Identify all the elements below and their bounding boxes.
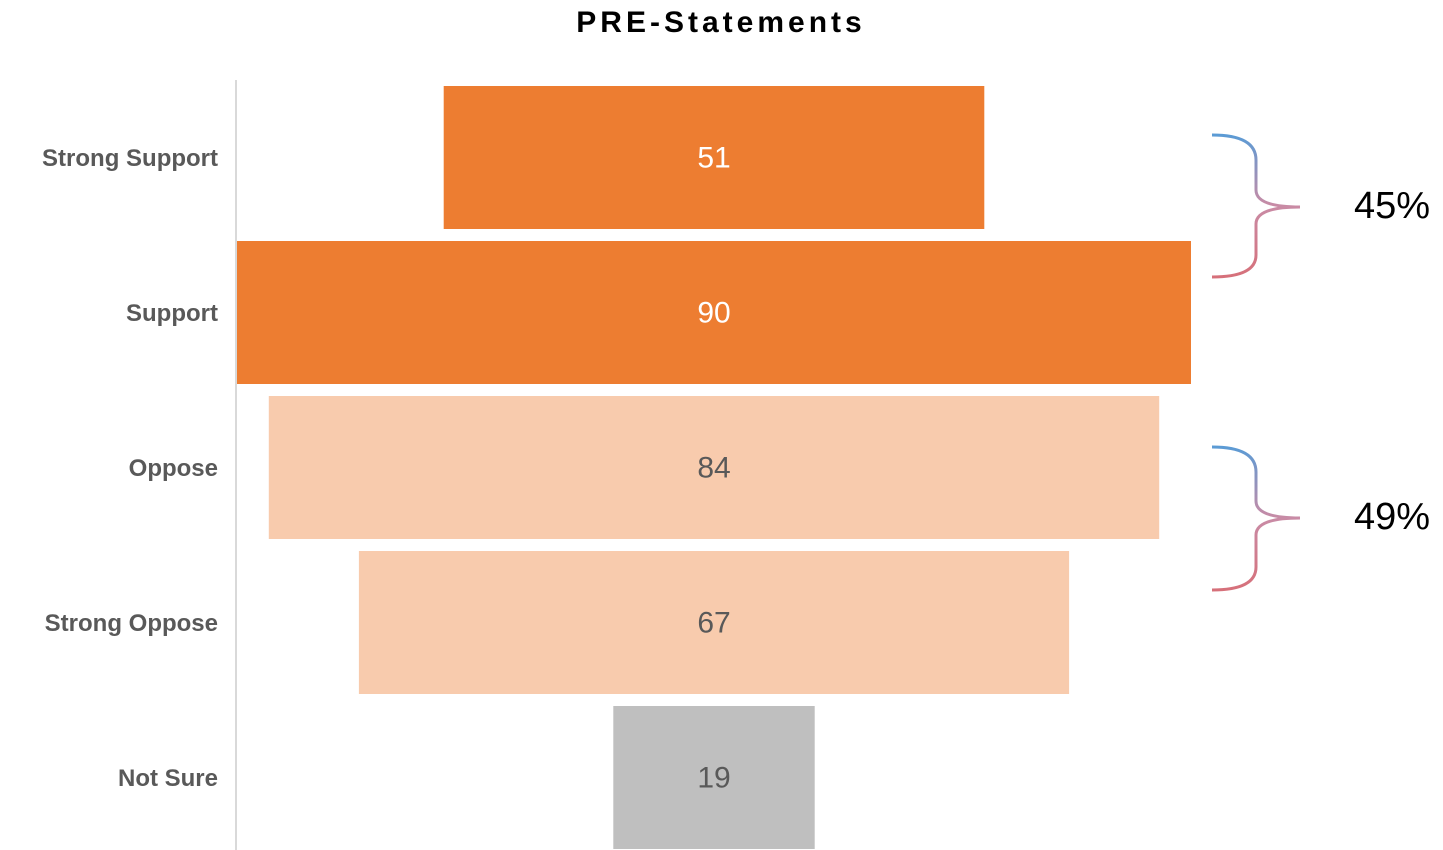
value-label: 51 — [697, 141, 730, 174]
value-label: 19 — [697, 761, 730, 794]
category-label: Strong Support — [42, 145, 218, 172]
funnel-bar — [237, 241, 1191, 384]
funnel-bar — [358, 551, 1070, 694]
funnel-bar — [443, 86, 985, 229]
brace — [1211, 445, 1301, 592]
value-label: 67 — [697, 606, 730, 639]
category-label: Not Sure — [118, 765, 218, 792]
chart-title: PRE-Statements — [576, 6, 865, 39]
category-label: Support — [126, 300, 218, 327]
brace — [1211, 133, 1301, 279]
funnel-bar — [268, 396, 1160, 539]
value-label: 90 — [697, 296, 730, 329]
annotation: 49% — [1354, 496, 1430, 538]
category-label: Strong Oppose — [45, 610, 218, 637]
annotation: 45% — [1354, 185, 1430, 227]
category-label: Oppose — [129, 455, 218, 482]
value-label: 84 — [697, 451, 730, 484]
funnel-bar — [613, 706, 815, 849]
